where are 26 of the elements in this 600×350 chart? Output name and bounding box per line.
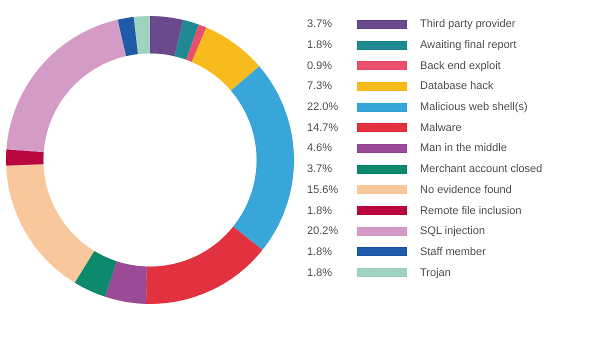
legend-label: Database hack	[420, 80, 494, 92]
data-label: 7.3%	[307, 80, 334, 92]
legend-label: SQL injection	[420, 225, 486, 238]
data-label: 20.2%	[307, 225, 340, 238]
data-label: 1.8%	[307, 246, 334, 258]
data-label: 15.6%	[307, 184, 340, 196]
legend-label: Trojan	[420, 266, 451, 279]
legend-label: Third party provider	[420, 18, 516, 30]
data-label: 3.7%	[307, 18, 334, 30]
data-label: 0.9%	[307, 60, 334, 72]
data-label: 1.8%	[307, 204, 334, 217]
data-label: 1.8%	[307, 39, 334, 52]
legend-label: No evidence found	[420, 184, 512, 196]
data-label: 1.8%	[307, 266, 334, 279]
data-label: 22.0%	[307, 101, 340, 114]
legend-label: Merchant account closed	[420, 163, 542, 176]
legend-label: Awaiting final report	[420, 39, 516, 52]
legend-label: Remote file inclusion	[420, 204, 522, 217]
data-label: 14.7%	[307, 122, 340, 134]
legend-label: Man in the middle	[420, 142, 507, 154]
legend-label: Staff member	[420, 246, 486, 258]
legend-label: Malicious web shell(s)	[420, 101, 528, 114]
data-label: 4.6%	[307, 142, 334, 154]
legend-label: Back end exploit	[420, 60, 501, 72]
data-label: 3.7%	[307, 163, 334, 176]
legend-label: Malware	[420, 122, 462, 134]
